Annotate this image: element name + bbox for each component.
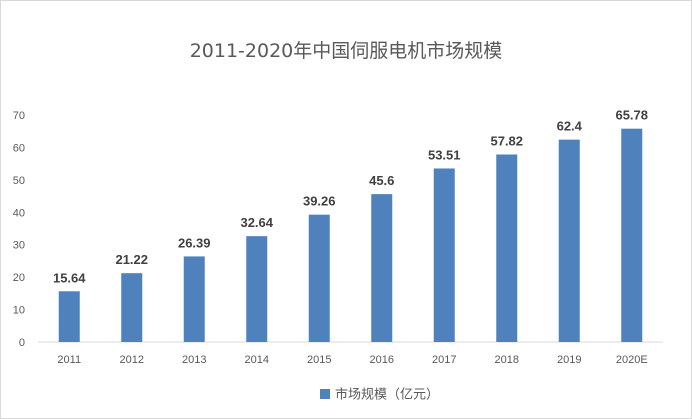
- data-label: 65.78: [615, 108, 648, 123]
- bar: [433, 168, 455, 342]
- y-tick-label: 10: [13, 305, 25, 317]
- bar-series: 15.64 21.22 26.39 32.64 39.26 45.6 53.51 57.82 6…: [53, 108, 648, 342]
- y-tick-label: 50: [13, 175, 25, 187]
- bar: [183, 256, 205, 342]
- y-tick-label: 30: [13, 240, 25, 252]
- y-tick-label: 40: [13, 207, 25, 219]
- legend: 市场规模（亿元）: [320, 387, 439, 403]
- x-tick-label: 2013: [182, 354, 206, 366]
- x-tick-label: 2015: [307, 354, 331, 366]
- x-tick-label: 2016: [370, 354, 394, 366]
- bar: [121, 273, 143, 342]
- bar: [621, 128, 643, 342]
- bar: [496, 154, 518, 342]
- x-tick-label: 2017: [432, 354, 456, 366]
- y-tick-label: 20: [13, 272, 25, 284]
- data-label: 15.64: [53, 270, 86, 285]
- x-tick-label: 2012: [120, 354, 144, 366]
- legend-swatch: [320, 389, 330, 399]
- x-tick-label: 2014: [245, 354, 269, 366]
- data-label: 45.6: [369, 173, 394, 188]
- y-tick-label: 70: [13, 110, 25, 122]
- data-label: 62.4: [557, 119, 583, 134]
- bar: [246, 236, 268, 342]
- data-label: 26.39: [178, 235, 211, 250]
- y-tick-label: 60: [13, 142, 25, 154]
- x-tick-label: 2011: [57, 354, 81, 366]
- x-tick-label: 2018: [495, 354, 519, 366]
- x-tick-label: 2020E: [616, 354, 648, 366]
- y-tick-label: 0: [19, 337, 25, 349]
- data-label: 57.82: [490, 133, 523, 148]
- chart-title: 2011-2020年中国伺服电机市场规模: [190, 40, 503, 62]
- bar: [558, 139, 580, 342]
- data-label: 39.26: [303, 194, 336, 209]
- x-tick-label: 2019: [557, 354, 581, 366]
- x-axis: 2011 2012 2013 2014 2015 2016 2017 2018 2019 2020…: [57, 354, 647, 366]
- data-label: 53.51: [428, 147, 461, 162]
- legend-label: 市场规模（亿元）: [335, 387, 439, 403]
- y-axis: 0 10 20 30 40 50 60 70: [13, 110, 25, 349]
- bar: [58, 291, 80, 342]
- bar: [371, 194, 393, 342]
- data-label: 32.64: [240, 215, 273, 230]
- data-label: 21.22: [115, 252, 148, 267]
- bar: [308, 214, 330, 342]
